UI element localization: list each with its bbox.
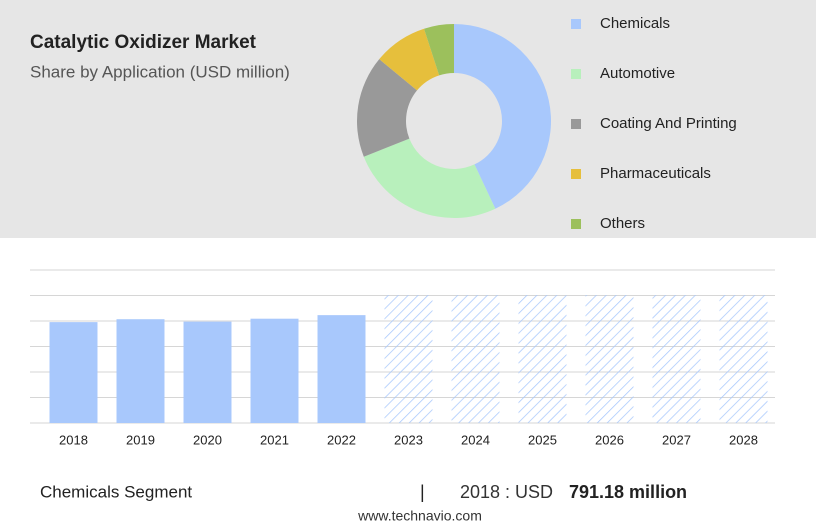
donut-slice [379,28,440,91]
donut-slice [424,24,454,76]
x-tick-label: 2024 [461,432,490,447]
value-label: 791.18 million [569,482,687,502]
forecast-placeholder [585,295,634,423]
legend-label: Coating And Printing [600,115,737,132]
x-tick-label: 2023 [394,432,423,447]
year-label: 2018 : USD [460,482,553,502]
bar [317,315,366,423]
bar [183,321,232,423]
legend-marker [571,169,581,179]
legend-label: Others [600,215,645,232]
x-tick-label: 2018 [59,432,88,447]
x-tick-label: 2027 [662,432,691,447]
bar [49,322,98,423]
x-tick-label: 2021 [260,432,289,447]
forecast-placeholder [384,295,433,423]
separator: | [420,482,425,502]
donut-slice [454,24,551,209]
x-tick-label: 2022 [327,432,356,447]
bar [116,319,165,423]
x-tick-label: 2025 [528,432,557,447]
legend-label: Pharmaceuticals [600,165,711,182]
x-tick-label: 2028 [729,432,758,447]
legend-marker [571,69,581,79]
chart-title: Catalytic Oxidizer Market [30,32,257,53]
donut-slice [363,138,496,218]
x-tick-label: 2026 [595,432,624,447]
donut-slice [357,59,418,157]
legend-label: Automotive [600,65,675,82]
legend-label: Chemicals [600,15,670,32]
forecast-placeholder [652,295,701,423]
forecast-placeholder [719,295,768,423]
x-tick-label: 2019 [126,432,155,447]
forecast-placeholder [451,295,500,423]
x-tick-label: 2020 [193,432,222,447]
segment-label: Chemicals Segment [40,482,192,501]
legend-marker [571,219,581,229]
source: www.technavio.com [357,508,482,524]
bar [250,318,299,423]
forecast-placeholder [518,295,567,423]
chart-subtitle: Share by Application (USD million) [30,62,290,81]
legend-marker [571,119,581,129]
legend-marker [571,19,581,29]
